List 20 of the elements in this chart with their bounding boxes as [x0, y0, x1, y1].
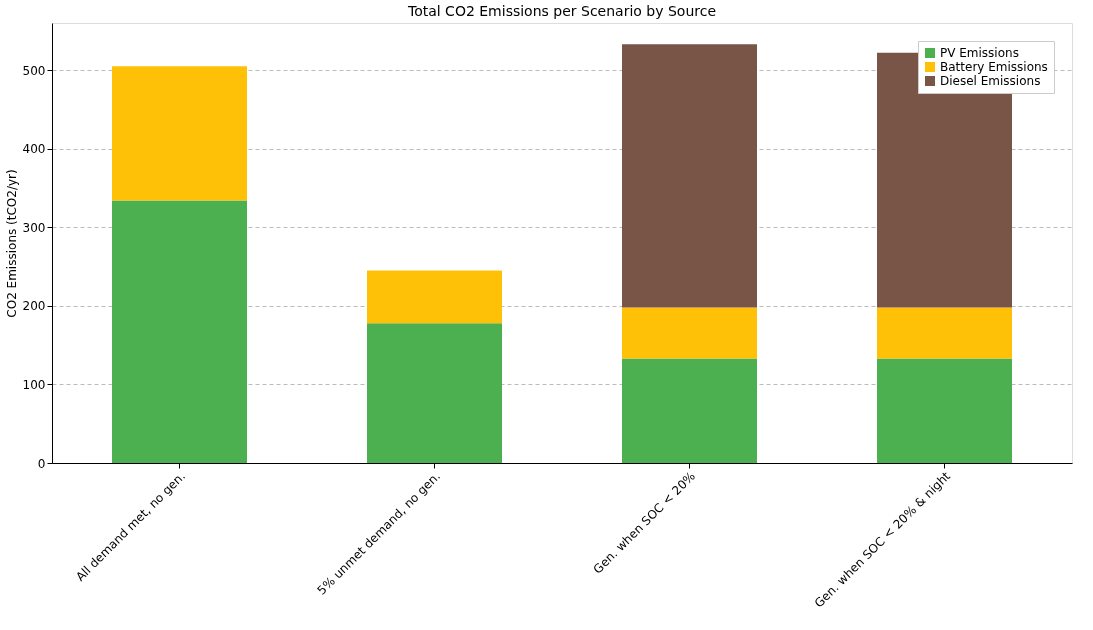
y-tick-label: 200 [22, 299, 46, 314]
legend-label: PV Emissions [940, 46, 1019, 60]
chart-title: Total CO2 Emissions per Scenario by Source [406, 3, 717, 19]
bar [367, 323, 502, 463]
bar [367, 270, 502, 324]
legend-label: Diesel Emissions [940, 74, 1041, 88]
y-tick-label: 0 [37, 456, 46, 471]
bar [877, 307, 1012, 359]
bar [112, 200, 247, 463]
bar [112, 66, 247, 201]
bar [622, 44, 757, 308]
y-tick-label: 400 [22, 142, 46, 157]
legend-label: Battery Emissions [940, 60, 1048, 74]
y-axis-title: CO2 Emissions (tCO2/yr) [4, 169, 19, 318]
bar [622, 307, 757, 359]
y-tick-label: 100 [22, 377, 46, 392]
y-tick-label: 500 [22, 63, 46, 78]
y-tick-label: 300 [22, 220, 46, 235]
bar [622, 358, 757, 463]
bar [877, 358, 1012, 463]
